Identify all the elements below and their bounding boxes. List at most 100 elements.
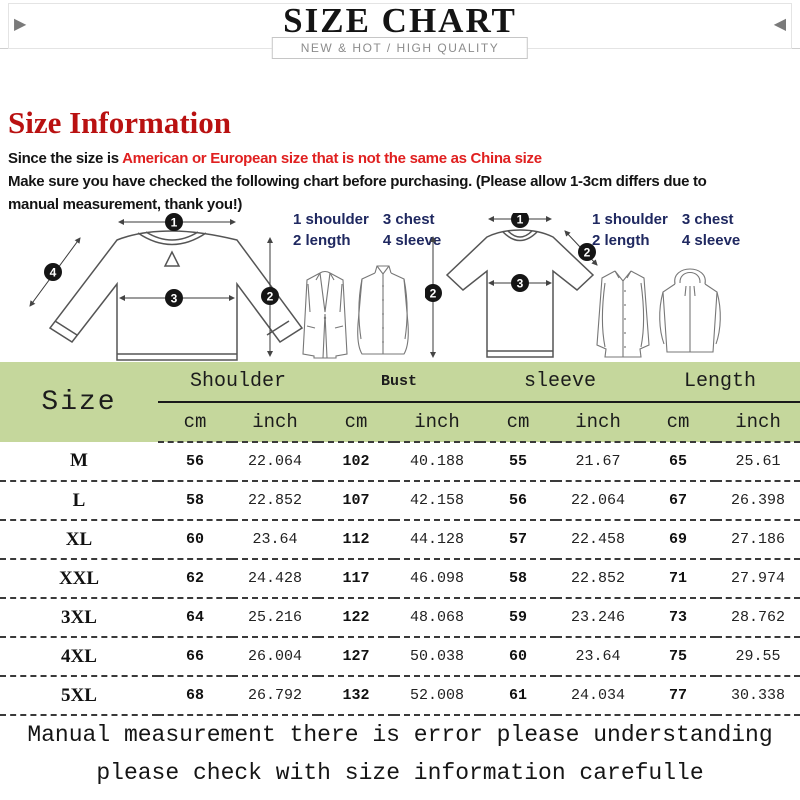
- value-cm: 58: [158, 481, 232, 521]
- carousel-right-arrow-icon[interactable]: ◀: [773, 16, 786, 33]
- size-information-heading: Size Information: [8, 105, 232, 140]
- value-inch: 21.67: [556, 442, 641, 482]
- svg-text:1: 1: [171, 216, 178, 230]
- measurement-legend-left: 1 shoulder 3 chest 2 length 4 sleeve: [293, 211, 441, 249]
- svg-text:2: 2: [430, 287, 437, 301]
- intro-line3: manual measurement, thank you!): [8, 196, 243, 213]
- sweatshirt-outline: [48, 230, 304, 361]
- shirt-icon: [596, 270, 650, 358]
- sweatshirt-measurement-diagram: 1 3 2 4: [29, 213, 304, 361]
- value-cm: 56: [158, 442, 232, 482]
- table-row: XL 60 23.64 112 44.128 57 22.458 69 27.186: [0, 520, 800, 560]
- value-inch: 24.428: [232, 559, 319, 599]
- row-size-label: 5XL: [0, 676, 158, 716]
- value-cm: 107: [318, 481, 395, 521]
- table-row: 4XL 66 26.004 127 50.038 60 23.64 75 29.55: [0, 637, 800, 677]
- value-cm: 71: [640, 559, 717, 599]
- svg-text:4: 4: [50, 266, 57, 280]
- marker-chest: 3: [511, 274, 529, 292]
- unit-header-cm: cm: [158, 402, 232, 443]
- value-inch: 42.158: [394, 481, 481, 521]
- value-inch: 26.792: [232, 676, 319, 716]
- marker-shoulder: 1: [165, 213, 183, 231]
- value-inch: 24.034: [556, 676, 641, 716]
- blazer-icon: [302, 270, 348, 359]
- table-row: L 58 22.852 107 42.158 56 22.064 67 26.398: [0, 481, 800, 521]
- value-cm: 66: [158, 637, 232, 677]
- unit-header-inch: inch: [232, 402, 319, 443]
- value-inch: 23.64: [556, 637, 641, 677]
- value-inch: 30.338: [716, 676, 800, 716]
- value-cm: 65: [640, 442, 717, 482]
- value-inch: 29.55: [716, 637, 800, 677]
- unit-header-inch: inch: [556, 402, 641, 443]
- legend-item-shoulder: 1 shoulder: [592, 211, 668, 228]
- marker-length: 2: [425, 284, 442, 302]
- svg-text:2: 2: [267, 290, 274, 304]
- table-unit-header-row: cm inch cm inch cm inch cm inch: [0, 402, 800, 443]
- marker-chest: 3: [165, 289, 183, 307]
- group-header-sleeve: sleeve: [480, 362, 641, 403]
- hoodie-icon: [659, 268, 721, 353]
- value-cm: 75: [640, 637, 717, 677]
- value-cm: 69: [640, 520, 717, 560]
- value-cm: 132: [318, 676, 395, 716]
- value-cm: 64: [158, 598, 232, 638]
- legend-item-sleeve: 4 sleeve: [382, 232, 442, 249]
- value-inch: 50.038: [394, 637, 481, 677]
- marker-length: 2: [261, 287, 279, 305]
- footer-note-line2: please check with size information caref…: [96, 760, 704, 786]
- carousel-left-arrow-icon[interactable]: ▶: [14, 16, 27, 33]
- intro-line1-red: American or European size that is not th…: [122, 150, 542, 167]
- table-group-header-row: Size Shoulder Bust sleeve Length: [0, 362, 800, 442]
- row-size-label: L: [0, 481, 158, 521]
- legend-item-shoulder: 1 shoulder: [293, 211, 369, 228]
- measurement-legend-right: 1 shoulder 3 chest 2 length 4 sleeve: [592, 211, 740, 249]
- group-header-length: Length: [640, 362, 800, 403]
- row-size-label: XL: [0, 520, 158, 560]
- marker-sleeve: 2: [578, 243, 596, 261]
- value-cm: 60: [158, 520, 232, 560]
- value-inch: 27.186: [716, 520, 800, 560]
- table-row: M 56 22.064 102 40.188 55 21.67 65 25.61: [0, 442, 800, 482]
- unit-header-cm: cm: [318, 402, 395, 443]
- marker-shoulder: 1: [511, 213, 529, 228]
- value-cm: 60: [480, 637, 557, 677]
- intro-line1-black: Since the size is: [8, 150, 123, 167]
- value-cm: 56: [480, 481, 557, 521]
- unit-header-cm: cm: [480, 402, 557, 443]
- value-cm: 68: [158, 676, 232, 716]
- value-cm: 102: [318, 442, 395, 482]
- jacket-icon: [357, 265, 409, 355]
- value-cm: 55: [480, 442, 557, 482]
- value-inch: 26.398: [716, 481, 800, 521]
- value-inch: 26.004: [232, 637, 319, 677]
- value-cm: 77: [640, 676, 717, 716]
- value-inch: 23.246: [556, 598, 641, 638]
- value-inch: 25.216: [232, 598, 319, 638]
- svg-text:3: 3: [517, 277, 524, 291]
- row-size-label: 3XL: [0, 598, 158, 638]
- row-size-label: 4XL: [0, 637, 158, 677]
- legend-item-chest: 3 chest: [382, 211, 435, 228]
- value-cm: 58: [480, 559, 557, 599]
- table-row: 3XL 64 25.216 122 48.068 59 23.246 73 28.762: [0, 598, 800, 638]
- tshirt-measurement-diagram: 1 2 3 2: [425, 213, 598, 358]
- size-table: Size Shoulder Bust sleeve Length cm inch…: [0, 362, 800, 716]
- marker-sleeve: 4: [44, 263, 62, 281]
- group-header-bust: Bust: [318, 362, 481, 403]
- unit-header-inch: inch: [716, 402, 800, 443]
- value-cm: 62: [158, 559, 232, 599]
- value-inch: 22.458: [556, 520, 641, 560]
- table-row: XXL 62 24.428 117 46.098 58 22.852 71 27.974: [0, 559, 800, 599]
- value-inch: 22.064: [232, 442, 319, 482]
- value-inch: 23.64: [232, 520, 319, 560]
- value-inch: 22.852: [556, 559, 641, 599]
- svg-text:1: 1: [517, 213, 524, 227]
- footer-note-line1: Manual measurement there is error please…: [27, 722, 773, 748]
- intro-line1: Since the size is American or European s…: [8, 147, 800, 170]
- value-cm: 117: [318, 559, 395, 599]
- svg-text:3: 3: [171, 292, 178, 306]
- size-chart-title: SIZE CHART: [283, 1, 517, 40]
- unit-header-inch: inch: [394, 402, 481, 443]
